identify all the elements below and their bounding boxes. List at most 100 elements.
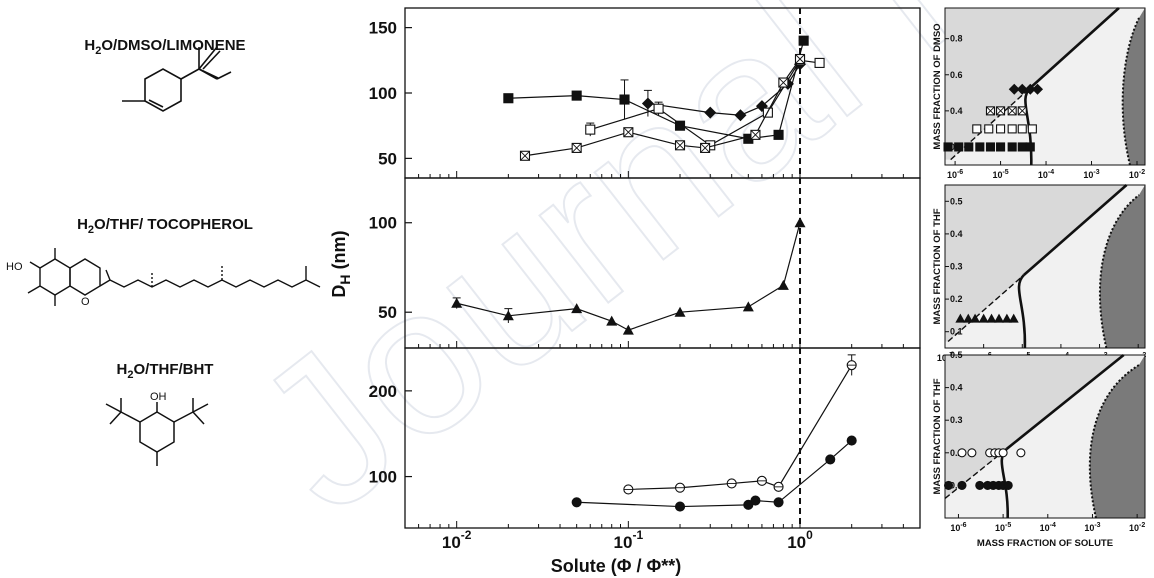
marker-square-filled [1007,142,1017,152]
binodal-line [1098,194,1140,349]
y-tick-label: 50 [378,303,397,322]
marker-diamond [734,109,747,122]
system-2-label: H2O/THF/ TOCOPHEROL [77,216,253,236]
tocopherol-atom-o: O [81,296,90,308]
marker-diamond [1016,83,1028,95]
marker-cross [700,143,710,153]
phase-region-white [945,8,1145,165]
system-1-label: H2O/DMSO/LIMONENE [84,37,245,57]
marker-circle-filled [957,480,967,490]
x-axis-label: Solute (Φ / Φ**) [551,556,682,576]
system-3: H2O/THF/BHT OH [105,361,214,466]
phase-region-dark [1099,185,1145,348]
marker-square-filled [798,35,809,46]
phase-region-white [945,185,1145,348]
marker-square-filled [773,129,784,140]
x-tick-label: 10-6 [950,522,966,533]
marker-cross [623,127,634,138]
marker-square-filled [1025,142,1035,152]
y-tick-label: 0.4 [950,106,963,116]
y-axis-label: MASS FRACTION OF THF [932,208,943,324]
phase-region-dark [1122,8,1145,165]
system-3-label: H2O/THF/BHT [117,361,214,381]
marker-square-open [984,124,994,134]
y-tick-label: 0.4 [950,229,963,239]
dilution-line-solid [1023,184,1128,276]
binodal-line [1088,364,1140,519]
marker-circle-filled [571,497,582,508]
marker-cross [986,106,995,116]
solubility-curve [1017,274,1027,349]
x-tick-label: 10-3 [1084,522,1100,533]
marker-cross [675,140,685,151]
y-tick-label: 100 [369,214,397,233]
marker-diamond [1032,83,1044,95]
marker-circle-open [1016,448,1026,458]
y-tick-label: 0.5 [950,196,963,206]
marker-triangle [571,303,583,314]
phase-frame [944,7,1146,166]
marker-cross [520,150,530,161]
marker-square-filled [503,93,514,104]
limonene-structure-icon [122,46,232,112]
marker-square-filled [1017,142,1027,152]
phase-diagram-middle: 0.10.20.30.40.510-710-610-510-410-310-2M… [932,184,1146,363]
marker-triangle [970,313,981,323]
y-tick-label: 0.8 [950,34,963,44]
marker-triangle [794,217,806,228]
marker-triangle [994,313,1005,323]
marker-triangle [963,313,974,323]
series-line [576,440,853,508]
x-tick-label: 10-2 [1129,169,1145,180]
panel-frame [404,347,921,529]
x-tick-label: 10-4 [1040,522,1056,533]
marker-square-open [653,103,664,114]
marker-circle-filled [1003,480,1013,490]
marker-square-filled [619,94,630,105]
marker-triangle [955,313,966,323]
phase-region-dark [1089,355,1145,518]
marker-square-open [814,57,825,68]
marker-square-filled [964,142,974,152]
x-tick-label: 10-4 [1038,169,1054,180]
marker-square-filled [943,142,953,152]
marker-cross [571,143,582,153]
x-tick-label: 10-6 [947,169,963,180]
marker-triangle [742,301,754,312]
bht-structure-icon [105,398,209,466]
marker-cross [1007,106,1017,116]
marker-diamond [641,97,654,110]
y-tick-label: 0.4 [950,383,963,393]
marker-square-filled [674,120,686,131]
x-tick-label: 10-2 [442,528,472,552]
y-tick-label: 0.3 [950,262,963,272]
marker-circle-filled [750,495,761,506]
marker-cross [996,106,1005,116]
system-1: H2O/DMSO/LIMONENE [84,37,246,112]
marker-triangle [777,279,789,290]
dilution-line-dashed [947,274,1025,343]
marker-square-open [996,124,1006,134]
x-tick-label: 10-3 [1083,169,1099,180]
y-tick-label: 200 [369,382,397,401]
bht-atom-oh: OH [150,391,167,403]
marker-circle-open [998,448,1008,458]
marker-square-open [972,124,982,134]
marker-circle-filled [943,480,954,490]
marker-triangle [1001,313,1012,323]
marker-square-open [585,124,596,135]
marker-triangle [451,297,463,308]
dilution-line-solid [1029,7,1120,89]
marker-triangle [674,306,686,317]
marker-triangle [622,324,634,335]
marker-circle-filled [674,501,686,512]
y-axis-label: DH (nm) [329,230,353,297]
marker-square-filled [571,90,582,101]
y-tick-label: 150 [369,19,397,38]
tocopherol-structure-icon [27,248,321,306]
phase-diagram-bottom: 0.1 0.2 0.3 0.4 0.5 10-6 10-5 10-4 10-3 10-2 MASS … [932,350,1146,549]
marker-circle-open [967,448,977,458]
marker-triangle [1008,313,1019,323]
